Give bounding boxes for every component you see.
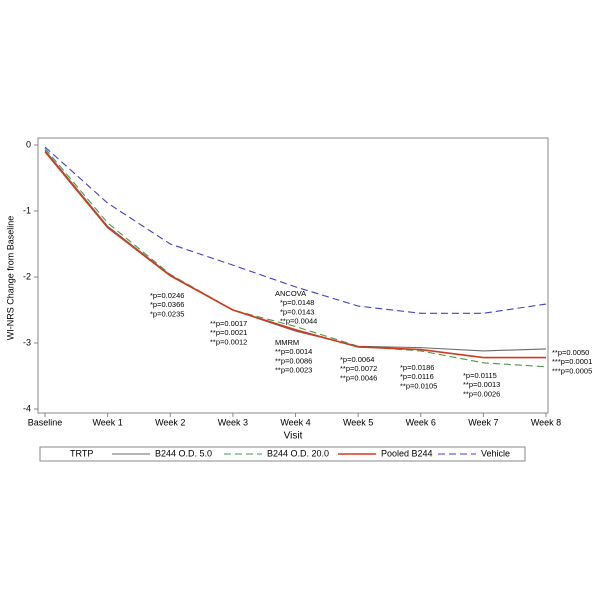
legend-label: Pooled B244 bbox=[381, 448, 433, 458]
series-line bbox=[44, 151, 546, 359]
series-line bbox=[44, 147, 547, 368]
x-tick-label: Week 8 bbox=[531, 417, 561, 427]
x-tick-label: Week 3 bbox=[218, 417, 248, 427]
p-value-annotation: ***p=0.0005 bbox=[552, 366, 592, 375]
x-tick-label: Week 2 bbox=[155, 417, 185, 427]
p-value-annotation: *p=0.0366 bbox=[150, 300, 184, 309]
legend-label: B244 O.D. 5.0 bbox=[155, 448, 212, 458]
p-value-annotation: **p=0.0012 bbox=[210, 337, 247, 346]
p-value-annotation: *p=0.0064 bbox=[340, 355, 374, 364]
legend-title: TRTP bbox=[70, 448, 93, 458]
y-tick-label: -4 bbox=[23, 403, 31, 413]
x-tick-label: Week 5 bbox=[343, 417, 373, 427]
p-value-annotation: *p=0.0246 bbox=[150, 291, 184, 300]
legend-label: B244 O.D. 20.0 bbox=[267, 448, 329, 458]
y-tick-label: -2 bbox=[23, 271, 31, 281]
x-axis-label: Visit bbox=[284, 431, 303, 442]
series-line bbox=[44, 149, 547, 352]
y-tick-label: -3 bbox=[23, 337, 31, 347]
legend-box bbox=[39, 446, 526, 462]
x-tick-label: Week 6 bbox=[406, 417, 436, 427]
p-value-annotation: **p=0.0017 bbox=[210, 319, 247, 328]
plot-frame bbox=[37, 137, 549, 414]
p-value-annotation: ***p=0.0001 bbox=[552, 357, 592, 366]
p-value-annotation: **p=0.0044 bbox=[280, 317, 317, 326]
p-value-annotation: *p=0.0116 bbox=[400, 372, 434, 381]
p-value-annotation: *p=0.0143 bbox=[280, 307, 314, 316]
legend-label: Vehicle bbox=[481, 448, 510, 458]
series-line bbox=[44, 146, 547, 314]
p-value-annotation: **p=0.0013 bbox=[463, 380, 500, 389]
p-value-annotation: **p=0.0072 bbox=[340, 364, 377, 373]
p-value-annotation: **p=0.0050 bbox=[552, 348, 589, 357]
p-value-annotation: ANCOVA bbox=[275, 289, 306, 298]
p-value-annotation: *p=0.0115 bbox=[463, 371, 497, 380]
p-value-annotation: *p=0.0186 bbox=[400, 363, 434, 372]
p-value-annotation: **p=0.0026 bbox=[463, 389, 500, 398]
p-value-annotation: *p=0.0235 bbox=[150, 309, 184, 318]
p-value-annotation: **p=0.0023 bbox=[275, 366, 312, 375]
y-tick-label: -1 bbox=[23, 205, 31, 215]
p-value-annotation: **p=0.0021 bbox=[210, 328, 247, 337]
x-tick-label: Week 4 bbox=[280, 417, 310, 427]
y-tick-label: 0 bbox=[26, 139, 31, 149]
p-value-annotation: MMRM bbox=[275, 338, 299, 347]
p-value-annotation: **p=0.0086 bbox=[275, 356, 312, 365]
x-tick-label: Baseline bbox=[28, 417, 63, 427]
p-value-annotation: *p=0.0148 bbox=[280, 298, 314, 307]
x-tick-label: Week 7 bbox=[468, 417, 498, 427]
y-axis-label: WI-NRS Change from Baseline bbox=[5, 216, 15, 341]
x-tick-label: Week 1 bbox=[92, 417, 122, 427]
p-value-annotation: **p=0.0046 bbox=[340, 373, 377, 382]
p-value-annotation: **p=0.0014 bbox=[275, 347, 312, 356]
p-value-annotation: **p=0.0105 bbox=[400, 381, 437, 390]
